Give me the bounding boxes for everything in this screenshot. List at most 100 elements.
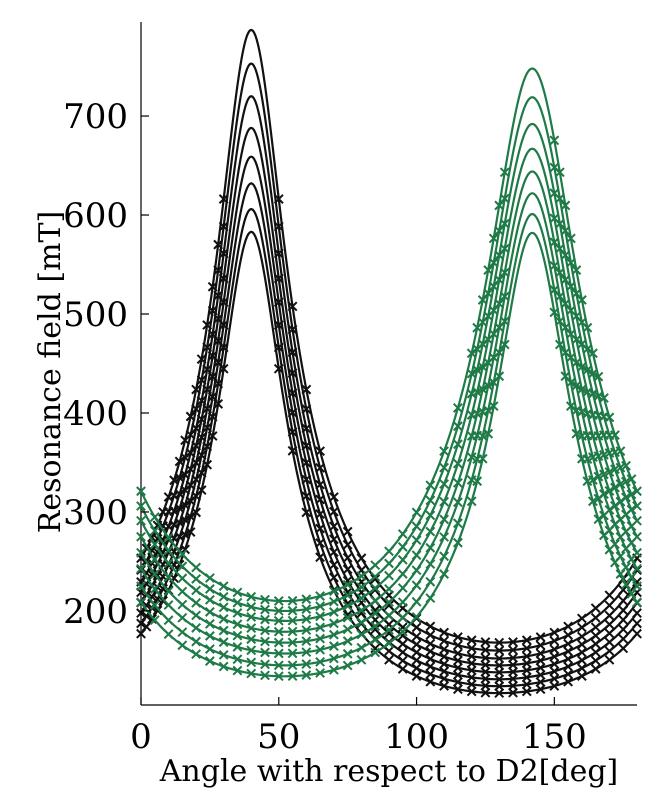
data-point-green: [356, 629, 367, 640]
data-point-green: [287, 660, 298, 671]
data-point-black: [273, 363, 284, 374]
data-point-green: [177, 627, 188, 638]
x-tick-label: 150: [522, 717, 587, 757]
data-point-green: [287, 671, 298, 682]
data-point-green: [315, 668, 326, 678]
data-point-green: [342, 636, 353, 646]
data-point-green: [370, 595, 381, 606]
data-point-green: [342, 601, 353, 611]
data-point-black: [439, 635, 450, 646]
data-point-green: [599, 510, 609, 521]
data-point-green: [204, 594, 215, 605]
data-point-green: [565, 401, 576, 412]
data-point-green: [301, 647, 312, 658]
data-point-green: [466, 388, 477, 399]
data-point-black: [218, 363, 229, 374]
data-point-black: [563, 621, 574, 632]
data-point-green: [604, 544, 615, 555]
data-point-black: [425, 676, 436, 687]
data-point-green: [604, 467, 615, 477]
data-point-green: [588, 452, 598, 463]
data-point-green: [466, 452, 477, 463]
data-point-green: [560, 371, 571, 382]
data-point-green: [177, 599, 188, 610]
data-point-green: [204, 631, 215, 641]
data-point-green: [439, 551, 450, 562]
data-point-green: [232, 597, 243, 608]
data-point-green: [287, 595, 298, 606]
data-point-black: [604, 654, 615, 665]
data-point-black: [590, 603, 601, 614]
data-point-green: [483, 428, 494, 439]
data-point-green: [370, 608, 381, 619]
data-point-black: [618, 584, 629, 595]
data-point-green: [610, 464, 620, 475]
data-point-black: [521, 672, 532, 683]
data-point-green: [218, 602, 229, 613]
data-point-black: [563, 638, 574, 649]
data-point-black: [370, 605, 381, 616]
data-point-black: [466, 635, 477, 646]
x-tick-label: 100: [384, 717, 449, 757]
data-point-green: [425, 559, 436, 569]
data-point-green: [439, 496, 450, 507]
data-point-green: [384, 558, 394, 569]
data-point-green: [328, 629, 339, 640]
data-point-black: [590, 612, 601, 623]
data-point-black: [213, 399, 224, 409]
data-point-black: [202, 459, 213, 470]
data-point-green: [315, 601, 326, 612]
data-point-green: [301, 659, 312, 669]
data-point-black: [618, 614, 629, 625]
data-point-black: [494, 688, 505, 699]
data-point-green: [260, 636, 270, 647]
data-point-green: [315, 611, 326, 622]
data-point-black: [425, 630, 436, 640]
data-point-black: [370, 574, 381, 584]
data-point-green: [191, 610, 202, 621]
data-point-green: [452, 421, 463, 432]
data-point-black: [328, 572, 339, 583]
data-point-green: [384, 583, 394, 594]
data-point-green: [273, 660, 284, 671]
data-point-green: [439, 446, 450, 457]
data-point-green: [232, 587, 243, 598]
data-point-green: [397, 554, 408, 565]
data-point-green: [315, 622, 326, 633]
data-point-black: [301, 507, 312, 518]
data-point-green: [328, 618, 339, 629]
data-point-green: [411, 580, 422, 591]
data-point-black: [480, 645, 491, 655]
data-point-black: [328, 559, 339, 570]
data-point-green: [136, 531, 146, 542]
data-point-black: [549, 644, 560, 655]
data-point-green: [232, 642, 243, 652]
data-point-green: [499, 193, 510, 204]
data-point-black: [576, 663, 587, 674]
data-point-green: [328, 586, 339, 597]
data-point-green: [593, 493, 604, 504]
data-point-black: [425, 646, 436, 657]
data-point-green: [499, 218, 510, 229]
data-point-green: [260, 659, 270, 670]
data-point-green: [610, 500, 620, 511]
data-point-green: [149, 554, 160, 565]
data-point-black: [384, 600, 394, 611]
data-point-green: [615, 462, 626, 473]
data-point-green: [315, 633, 326, 644]
data-point-black: [342, 552, 353, 563]
data-point-green: [604, 448, 615, 458]
data-point-green: [273, 648, 284, 659]
data-point-green: [384, 570, 394, 581]
data-point-green: [301, 625, 312, 636]
data-point-green: [287, 637, 298, 648]
data-point-green: [615, 479, 626, 489]
data-point-black: [535, 669, 546, 680]
data-point-black: [141, 600, 152, 611]
data-point-green: [287, 605, 298, 616]
data-point-black: [411, 622, 422, 633]
data-point-green: [626, 489, 637, 500]
data-point-black: [397, 639, 408, 649]
data-point-green: [477, 453, 488, 464]
data-point-black: [549, 635, 560, 646]
